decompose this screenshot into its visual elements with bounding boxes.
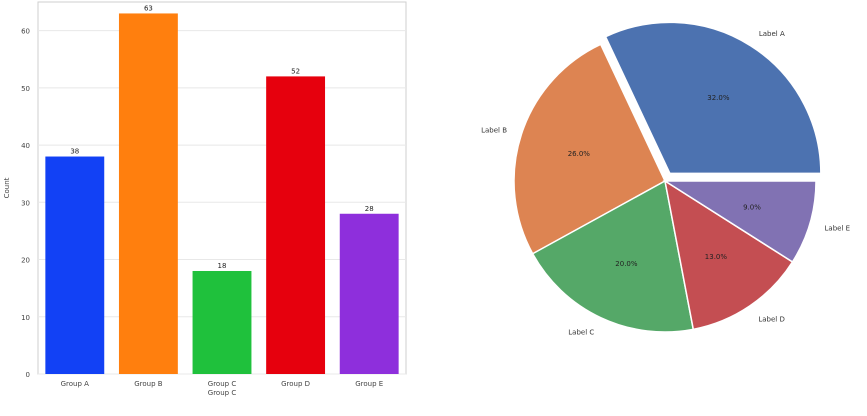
bar [118, 13, 178, 374]
y-tick-label: 0 [26, 371, 30, 379]
bar-value-label: 18 [218, 262, 227, 270]
pie-slice [531, 179, 695, 333]
pie-pct-label: 13.0% [705, 253, 728, 261]
y-tick-label: 60 [21, 28, 30, 36]
x-tick-label: Group E [355, 380, 383, 388]
bar-value-label: 28 [365, 205, 374, 213]
y-axis-label: Count [3, 177, 11, 198]
y-tick-label: 30 [21, 199, 30, 207]
x-tick-label: Group A [61, 380, 90, 388]
pie-slice-label: Label A [759, 30, 785, 38]
y-tick-label: 20 [21, 257, 30, 265]
pie-slice-label: Label B [481, 127, 507, 135]
pie-slice [663, 179, 794, 331]
bar [192, 270, 252, 374]
y-tick-label: 10 [21, 314, 30, 322]
bar-chart: 0 10 20 30 40 50 60 Count 38 Group A 63 Group B 18 Gr… [3, 1, 407, 397]
pie-slice [604, 21, 822, 175]
bar-value-label: 63 [144, 4, 153, 12]
pie-slice [662, 180, 817, 263]
bar [339, 213, 399, 374]
pie-slice-label: Label D [758, 315, 785, 323]
y-tick-label: 40 [21, 142, 30, 150]
x-tick-label: Group B [134, 380, 163, 388]
pie-pct-label: 9.0% [743, 203, 761, 211]
x-tick-label: Group C [208, 389, 237, 397]
pie-slice-label: Label C [568, 328, 594, 336]
x-tick-label: Group C [208, 380, 237, 388]
pie-pct-label: 32.0% [707, 94, 730, 102]
pie-pct-label: 26.0% [568, 150, 591, 158]
bar [45, 156, 105, 374]
y-tick-label: 50 [21, 85, 30, 93]
bar-value-label: 52 [291, 67, 300, 75]
pie-pct-label: 20.0% [615, 260, 638, 268]
bar-value-label: 38 [70, 148, 79, 156]
bar [266, 76, 326, 375]
pie-slice-label: Label E [825, 224, 851, 232]
x-tick-label: Group D [281, 380, 310, 388]
